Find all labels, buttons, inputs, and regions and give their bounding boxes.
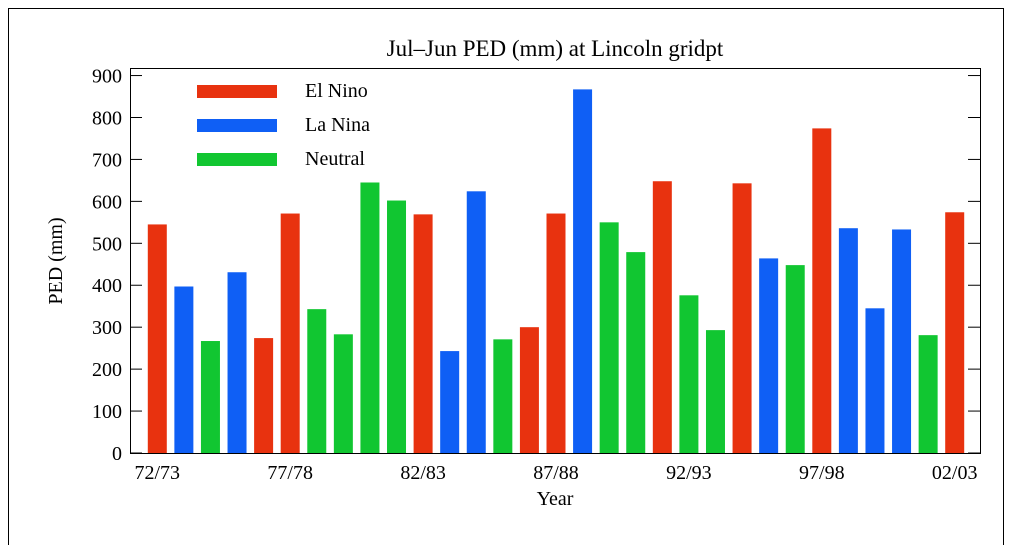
bar bbox=[227, 272, 247, 453]
bar bbox=[785, 265, 805, 453]
y-tick-label: 0 bbox=[112, 443, 122, 465]
legend-swatch bbox=[197, 153, 277, 166]
legend-label: La Nina bbox=[305, 114, 370, 136]
bar bbox=[759, 258, 779, 453]
bar bbox=[413, 214, 433, 453]
legend-swatch bbox=[197, 85, 277, 98]
bar bbox=[945, 212, 965, 453]
x-tick-label: 02/03 bbox=[932, 462, 978, 484]
y-tick-label: 100 bbox=[92, 401, 122, 423]
bar bbox=[599, 222, 619, 453]
bar bbox=[732, 183, 752, 453]
bar bbox=[493, 339, 513, 453]
bar bbox=[466, 191, 486, 453]
frame bbox=[8, 8, 1004, 545]
bar bbox=[387, 200, 407, 453]
chart-title: Jul–Jun PED (mm) at Lincoln gridpt bbox=[387, 36, 724, 61]
bar bbox=[838, 228, 858, 453]
bar bbox=[280, 213, 300, 453]
y-tick-label: 500 bbox=[92, 233, 122, 255]
x-tick-label: 92/93 bbox=[666, 462, 712, 484]
legend-label: Neutral bbox=[305, 148, 365, 170]
bar bbox=[573, 89, 593, 453]
y-tick-label: 200 bbox=[92, 359, 122, 381]
bar bbox=[705, 330, 725, 453]
legend-label: El Nino bbox=[305, 80, 368, 102]
y-tick-label: 300 bbox=[92, 317, 122, 339]
bar bbox=[307, 309, 327, 453]
bar bbox=[679, 295, 699, 453]
bar bbox=[546, 213, 566, 453]
bar bbox=[333, 334, 353, 453]
x-tick-label: 77/78 bbox=[267, 462, 313, 484]
x-tick-label: 82/83 bbox=[400, 462, 446, 484]
plot-frame bbox=[130, 68, 981, 454]
bar bbox=[812, 128, 832, 453]
x-axis-label: Year bbox=[537, 488, 574, 510]
bar bbox=[918, 335, 938, 453]
bar bbox=[652, 181, 672, 453]
x-tick-label: 97/98 bbox=[799, 462, 845, 484]
y-tick-label: 700 bbox=[92, 149, 122, 171]
bar bbox=[200, 341, 220, 453]
bar bbox=[147, 224, 167, 453]
bar bbox=[892, 229, 912, 453]
y-tick-label: 800 bbox=[92, 107, 122, 129]
y-tick-label: 600 bbox=[92, 191, 122, 213]
bar bbox=[254, 338, 274, 453]
bar bbox=[626, 252, 646, 453]
bar bbox=[519, 327, 539, 453]
bar bbox=[865, 308, 885, 453]
bar bbox=[360, 182, 380, 453]
bar bbox=[440, 351, 460, 453]
x-tick-label: 72/73 bbox=[135, 462, 181, 484]
legend-swatch bbox=[197, 119, 277, 132]
y-tick-label: 900 bbox=[92, 66, 122, 88]
y-tick-label: 400 bbox=[92, 275, 122, 297]
bar bbox=[174, 286, 194, 453]
y-axis-label: PED (mm) bbox=[45, 217, 67, 304]
x-tick-label: 87/88 bbox=[533, 462, 579, 484]
